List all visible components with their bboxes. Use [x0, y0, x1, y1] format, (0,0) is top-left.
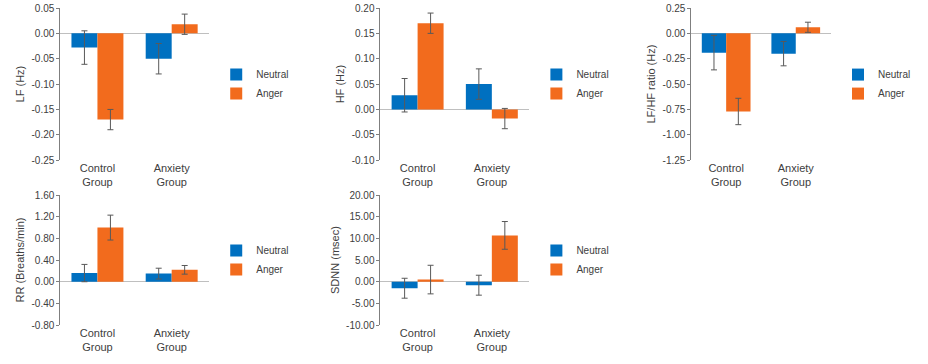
svg-text:-0.05: -0.05 [32, 53, 55, 64]
svg-text:ControlGroup: ControlGroup [80, 327, 115, 353]
svg-text:0.25: 0.25 [666, 3, 686, 14]
svg-text:0.05: 0.05 [35, 3, 55, 14]
svg-text:15.00: 15.00 [349, 211, 374, 222]
svg-text:SDNN (msec): SDNN (msec) [329, 226, 341, 294]
svg-text:AnxietyGroup: AnxietyGroup [778, 162, 815, 188]
svg-text:-0.10: -0.10 [352, 155, 375, 166]
svg-text:RR (Breaths/min): RR (Breaths/min) [14, 218, 26, 303]
svg-text:-1.00: -1.00 [663, 129, 686, 140]
svg-text:-0.50: -0.50 [663, 79, 686, 90]
svg-text:-1.25: -1.25 [663, 155, 686, 166]
svg-text:-0.05: -0.05 [352, 129, 375, 140]
svg-text:-0.80: -0.80 [32, 320, 55, 331]
svg-text:AnxietyGroup: AnxietyGroup [474, 327, 511, 353]
svg-text:10.00: 10.00 [349, 233, 374, 244]
svg-text:20.00: 20.00 [349, 190, 374, 201]
svg-text:Anger: Anger [576, 88, 603, 99]
svg-text:-0.25: -0.25 [663, 53, 686, 64]
svg-text:Neutral: Neutral [576, 69, 608, 80]
svg-text:-5.00: -5.00 [352, 298, 375, 309]
svg-text:Neutral: Neutral [256, 245, 288, 256]
svg-text:0.00: 0.00 [35, 28, 55, 39]
svg-text:-0.20: -0.20 [32, 129, 55, 140]
svg-text:Neutral: Neutral [256, 69, 288, 80]
svg-text:0.00: 0.00 [355, 276, 375, 287]
svg-text:LF (Hz): LF (Hz) [14, 66, 26, 103]
svg-text:Anger: Anger [576, 264, 603, 275]
svg-text:ControlGroup: ControlGroup [400, 162, 435, 188]
svg-text:0.15: 0.15 [355, 28, 375, 39]
svg-text:0.00: 0.00 [355, 104, 375, 115]
svg-text:-0.25: -0.25 [32, 155, 55, 166]
svg-text:0.00: 0.00 [666, 28, 686, 39]
svg-text:0.10: 0.10 [355, 53, 375, 64]
svg-text:Neutral: Neutral [878, 69, 910, 80]
svg-text:5.00: 5.00 [355, 255, 375, 266]
svg-text:HF (Hz): HF (Hz) [334, 65, 346, 104]
svg-text:1.20: 1.20 [35, 211, 55, 222]
svg-text:0.40: 0.40 [35, 255, 55, 266]
svg-text:0.20: 0.20 [355, 3, 375, 14]
svg-text:Anger: Anger [256, 88, 283, 99]
svg-text:1.60: 1.60 [35, 190, 55, 201]
svg-text:-0.75: -0.75 [663, 104, 686, 115]
svg-text:AnxietyGroup: AnxietyGroup [154, 162, 191, 188]
svg-text:-0.10: -0.10 [32, 79, 55, 90]
svg-text:-0.15: -0.15 [32, 104, 55, 115]
svg-text:Anger: Anger [256, 264, 283, 275]
svg-text:ControlGroup: ControlGroup [708, 162, 743, 188]
svg-text:0.05: 0.05 [355, 79, 375, 90]
svg-text:0.00: 0.00 [35, 276, 55, 287]
svg-text:Neutral: Neutral [576, 245, 608, 256]
svg-text:0.80: 0.80 [35, 233, 55, 244]
svg-text:-0.40: -0.40 [32, 298, 55, 309]
svg-text:Anger: Anger [878, 88, 905, 99]
svg-text:-10.00: -10.00 [346, 320, 375, 331]
svg-text:ControlGroup: ControlGroup [400, 327, 435, 353]
svg-text:LF/HF ratio (Hz): LF/HF ratio (Hz) [645, 45, 657, 124]
svg-text:AnxietyGroup: AnxietyGroup [154, 327, 191, 353]
svg-text:AnxietyGroup: AnxietyGroup [474, 162, 511, 188]
svg-text:ControlGroup: ControlGroup [80, 162, 115, 188]
